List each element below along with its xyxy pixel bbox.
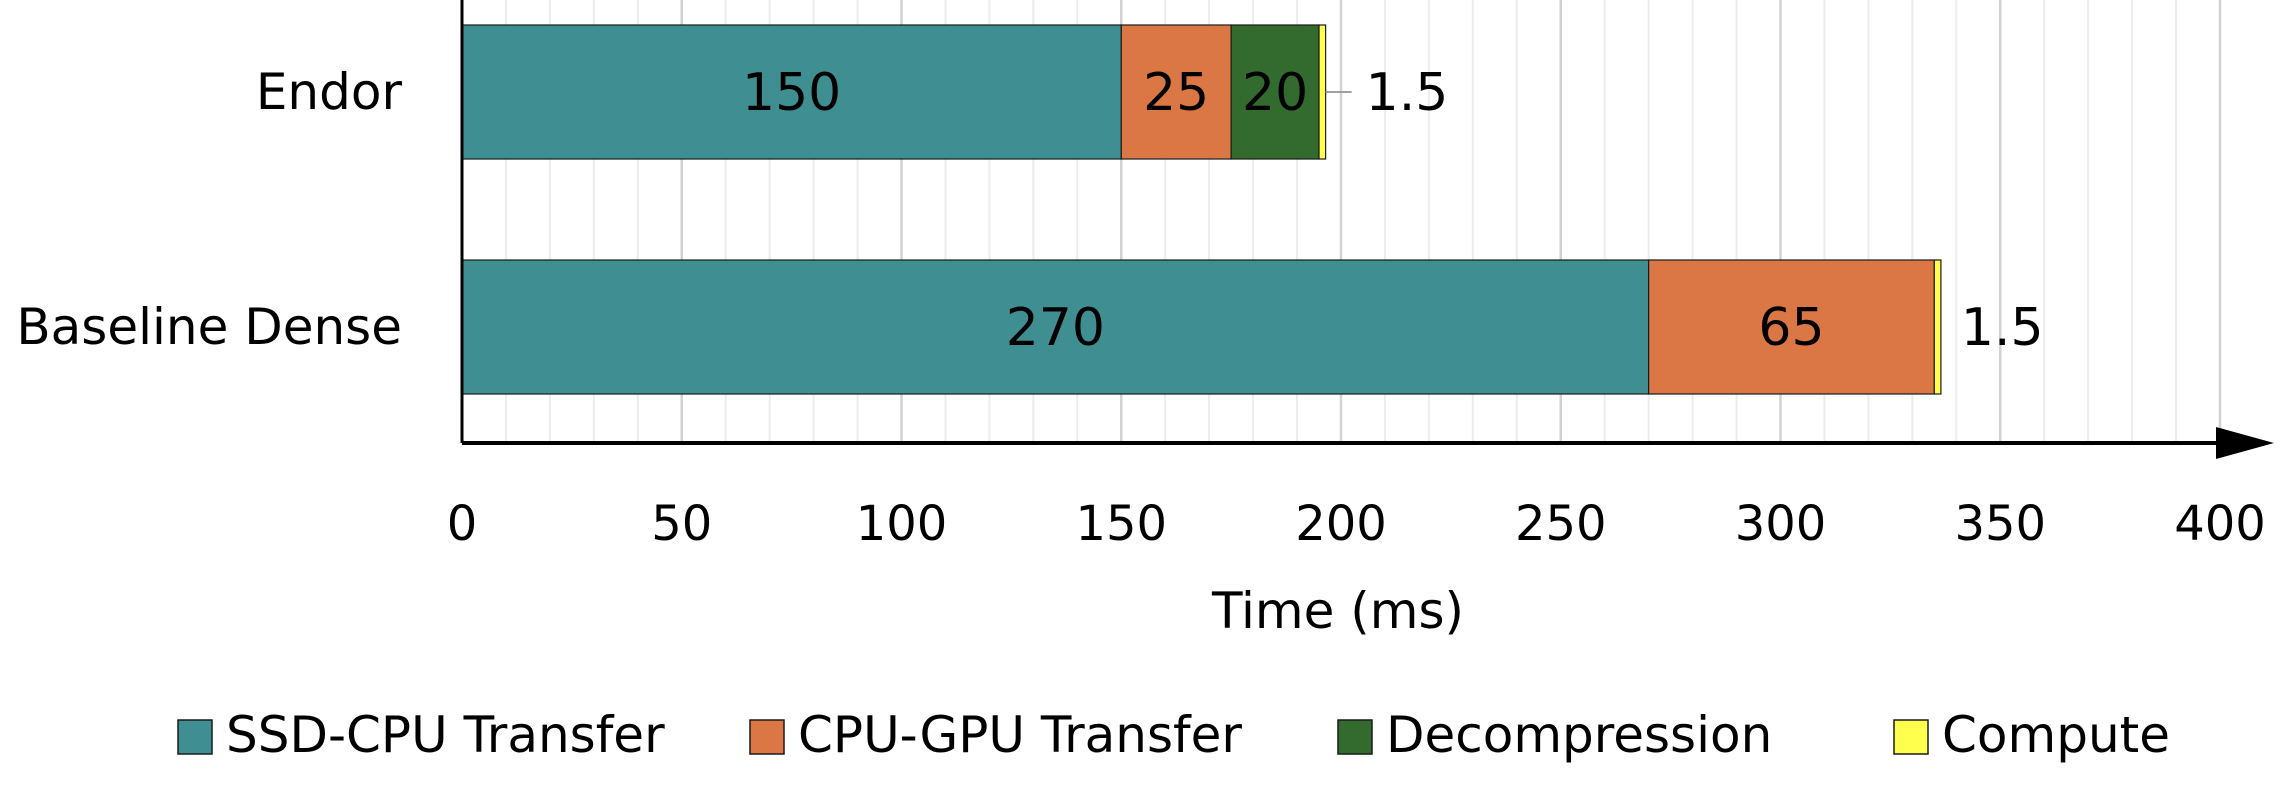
legend-item: SSD-CPU Transfer xyxy=(177,706,665,764)
x-tick-label: 100 xyxy=(856,496,948,552)
x-axis-title: Time (ms) xyxy=(1211,582,1464,640)
bar-segment xyxy=(1120,24,1232,160)
x-tick-label: 300 xyxy=(1735,496,1827,552)
category-labels: Endor Baseline Dense xyxy=(16,63,402,356)
legend-swatch xyxy=(749,719,785,755)
bar-segment xyxy=(461,24,1122,160)
data-label: 1.5 xyxy=(1961,298,2044,358)
legend-swatch xyxy=(1893,719,1929,755)
data-label: 65 xyxy=(1758,298,1824,358)
category-label: Baseline Dense xyxy=(16,298,402,356)
legend-label: CPU-GPU Transfer xyxy=(798,706,1242,764)
data-label: 1.5 xyxy=(1366,63,1449,123)
bar-segment xyxy=(461,259,1650,395)
bar-segment xyxy=(1318,24,1327,160)
data-label: 25 xyxy=(1143,63,1209,123)
legend-item: Decompression xyxy=(1337,706,1772,764)
x-tick-label: 200 xyxy=(1295,496,1387,552)
legend-label: SSD-CPU Transfer xyxy=(226,706,665,764)
data-label: 270 xyxy=(1006,298,1105,358)
x-tick-label: 250 xyxy=(1515,496,1607,552)
data-label: 150 xyxy=(742,63,841,123)
legend-label: Compute xyxy=(1942,706,2170,764)
x-tick-label: 350 xyxy=(1954,496,2046,552)
bar-segment xyxy=(1648,259,1935,395)
x-tick-label: 400 xyxy=(2174,496,2266,552)
x-tick-label: 150 xyxy=(1075,496,1167,552)
x-axis-arrow-icon xyxy=(2216,427,2274,459)
x-axis: 0 50 100 150 200 250 300 350 400 xyxy=(447,0,2274,552)
bar-segment xyxy=(1230,24,1320,160)
legend: SSD-CPU Transfer CPU-GPU Transfer Decompre… xyxy=(177,706,2170,764)
legend-item: Compute xyxy=(1893,706,2170,764)
legend-swatch xyxy=(1337,719,1373,755)
legend-item: CPU-GPU Transfer xyxy=(749,706,1242,764)
x-tick-label: 0 xyxy=(447,496,478,552)
x-tick-label: 50 xyxy=(651,496,712,552)
bars: 150 25 20 1.5 270 65 1.5 xyxy=(461,24,2044,395)
data-label: 20 xyxy=(1242,63,1308,123)
legend-swatch xyxy=(177,719,213,755)
bar-segment xyxy=(1933,259,1942,395)
legend-label: Decompression xyxy=(1386,706,1772,764)
category-label: Endor xyxy=(256,63,403,121)
